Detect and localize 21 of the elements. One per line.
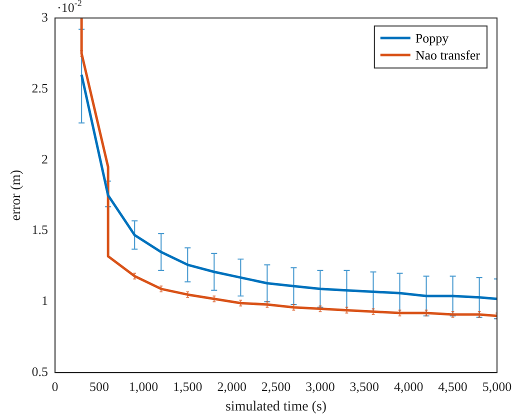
x-tick-label: 2,500 xyxy=(261,378,291,394)
x-tick-label: 1,000 xyxy=(128,378,158,394)
x-tick-label: 4,500 xyxy=(438,378,468,394)
legend-label: Nao transfer xyxy=(415,47,481,62)
x-tick-label: 2,000 xyxy=(217,378,246,394)
x-tick-label: 0 xyxy=(52,378,58,394)
y-tick-label: 0.5 xyxy=(32,364,48,380)
x-tick-label: 5,000 xyxy=(482,378,512,394)
x-axis-title: simulated time (s) xyxy=(225,399,327,414)
x-tick-label: 3,500 xyxy=(350,378,380,394)
x-tick-label: 500 xyxy=(89,378,109,394)
x-tick-label: 3,000 xyxy=(306,378,335,394)
y-tick-label: 2 xyxy=(42,151,48,166)
y-tick-label: 1 xyxy=(42,293,48,308)
y-tick-label: 3 xyxy=(42,9,48,24)
y-axis-title: error (m) xyxy=(9,170,24,221)
legend-label: Poppy xyxy=(415,30,450,46)
x-tick-label: 1,500 xyxy=(173,378,202,394)
y-tick-label: 2.5 xyxy=(32,80,48,96)
x-tick-label: 4,000 xyxy=(394,378,424,394)
y-tick-label: 1.5 xyxy=(32,222,48,238)
